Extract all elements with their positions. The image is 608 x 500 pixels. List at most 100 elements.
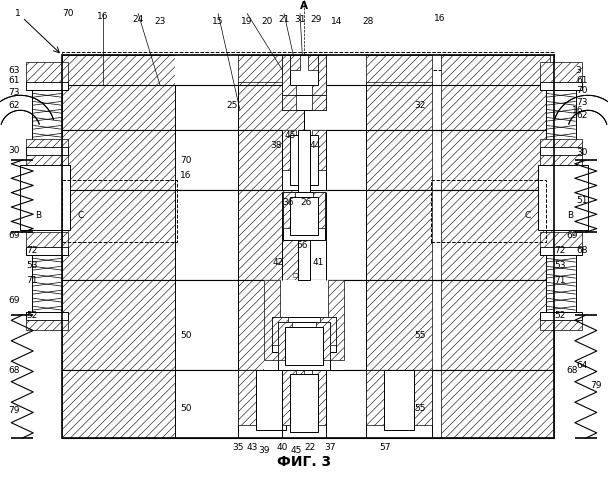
Bar	[26, 62, 68, 82]
Bar	[384, 370, 414, 430]
Text: 62: 62	[9, 101, 20, 110]
Text: C: C	[525, 210, 531, 220]
Bar	[20, 166, 70, 230]
Text: 26: 26	[300, 198, 312, 206]
Text: A: A	[300, 2, 308, 12]
Bar	[256, 370, 286, 430]
Text: 38: 38	[271, 141, 282, 150]
Text: 53: 53	[27, 260, 38, 270]
Text: B: B	[35, 210, 41, 220]
Text: 69: 69	[566, 230, 578, 239]
Bar	[313, 192, 325, 228]
Bar	[238, 130, 304, 190]
Text: 68: 68	[566, 366, 578, 374]
Bar	[366, 190, 432, 280]
Text: 25: 25	[226, 101, 238, 110]
Text: 52: 52	[27, 310, 38, 320]
Text: 45: 45	[285, 131, 295, 140]
Bar	[546, 250, 576, 315]
Text: 15: 15	[212, 17, 224, 26]
Bar	[282, 370, 296, 425]
Bar	[238, 370, 304, 438]
Bar	[441, 280, 554, 370]
Bar	[272, 317, 288, 345]
Bar	[272, 317, 336, 352]
Bar	[62, 56, 554, 438]
Bar	[298, 130, 310, 192]
Text: 79: 79	[9, 406, 20, 414]
Bar	[282, 130, 326, 190]
Bar	[546, 86, 576, 150]
Bar	[414, 370, 432, 425]
Text: 45: 45	[290, 446, 302, 454]
Bar	[312, 96, 326, 110]
Bar	[282, 56, 326, 110]
Text: □: □	[292, 272, 298, 278]
Text: 53: 53	[554, 260, 565, 270]
Bar	[238, 190, 304, 280]
Text: 30: 30	[576, 148, 587, 157]
Text: C: C	[77, 210, 83, 220]
Text: 20: 20	[261, 17, 273, 26]
Bar	[264, 280, 344, 370]
Text: 23: 23	[154, 17, 166, 26]
Bar	[175, 280, 238, 370]
Bar	[366, 370, 432, 438]
Bar	[26, 82, 68, 90]
Text: 50: 50	[181, 330, 192, 340]
Bar	[290, 56, 300, 70]
Text: 56: 56	[296, 240, 308, 250]
Bar	[32, 86, 62, 150]
Text: 79: 79	[590, 380, 601, 390]
Text: 44: 44	[309, 141, 320, 150]
Text: 71: 71	[554, 276, 565, 284]
Bar	[175, 190, 238, 280]
Bar	[264, 280, 280, 360]
Bar	[32, 250, 62, 315]
Text: 51: 51	[576, 196, 587, 204]
Bar	[278, 322, 292, 360]
Text: 24: 24	[133, 15, 143, 24]
Text: 1: 1	[15, 9, 21, 18]
Text: 16: 16	[97, 12, 109, 21]
Bar	[62, 180, 177, 242]
Text: ФИГ. 3: ФИГ. 3	[277, 455, 331, 469]
Text: 61: 61	[576, 76, 587, 85]
Text: 71: 71	[27, 276, 38, 284]
Bar	[316, 322, 330, 360]
Text: 73: 73	[576, 98, 587, 107]
Bar	[540, 320, 582, 330]
Text: 28: 28	[362, 17, 374, 26]
Bar	[62, 280, 175, 370]
Text: 14: 14	[331, 17, 343, 26]
Bar	[282, 370, 326, 438]
Text: 64: 64	[576, 360, 587, 370]
Bar	[431, 180, 546, 242]
Bar	[282, 130, 296, 170]
Bar	[540, 312, 582, 320]
Bar	[238, 280, 304, 370]
Bar	[304, 86, 366, 130]
Bar	[366, 370, 432, 438]
Text: 42: 42	[272, 258, 284, 266]
Bar	[283, 192, 295, 228]
Text: 37: 37	[324, 442, 336, 452]
Bar	[238, 82, 304, 130]
Bar	[304, 190, 366, 280]
Bar	[540, 232, 582, 247]
Bar	[62, 130, 175, 190]
Bar	[283, 192, 325, 240]
Text: 55: 55	[414, 330, 426, 340]
Text: 16: 16	[434, 14, 446, 23]
Bar	[175, 86, 238, 130]
Text: 72: 72	[554, 246, 565, 254]
Bar	[366, 130, 432, 190]
Text: 35: 35	[232, 442, 244, 452]
Bar	[238, 56, 304, 86]
Bar	[298, 240, 310, 280]
Bar	[26, 320, 68, 330]
Bar	[282, 96, 296, 110]
Bar	[304, 130, 366, 190]
Bar	[540, 82, 582, 90]
Bar	[62, 86, 175, 130]
